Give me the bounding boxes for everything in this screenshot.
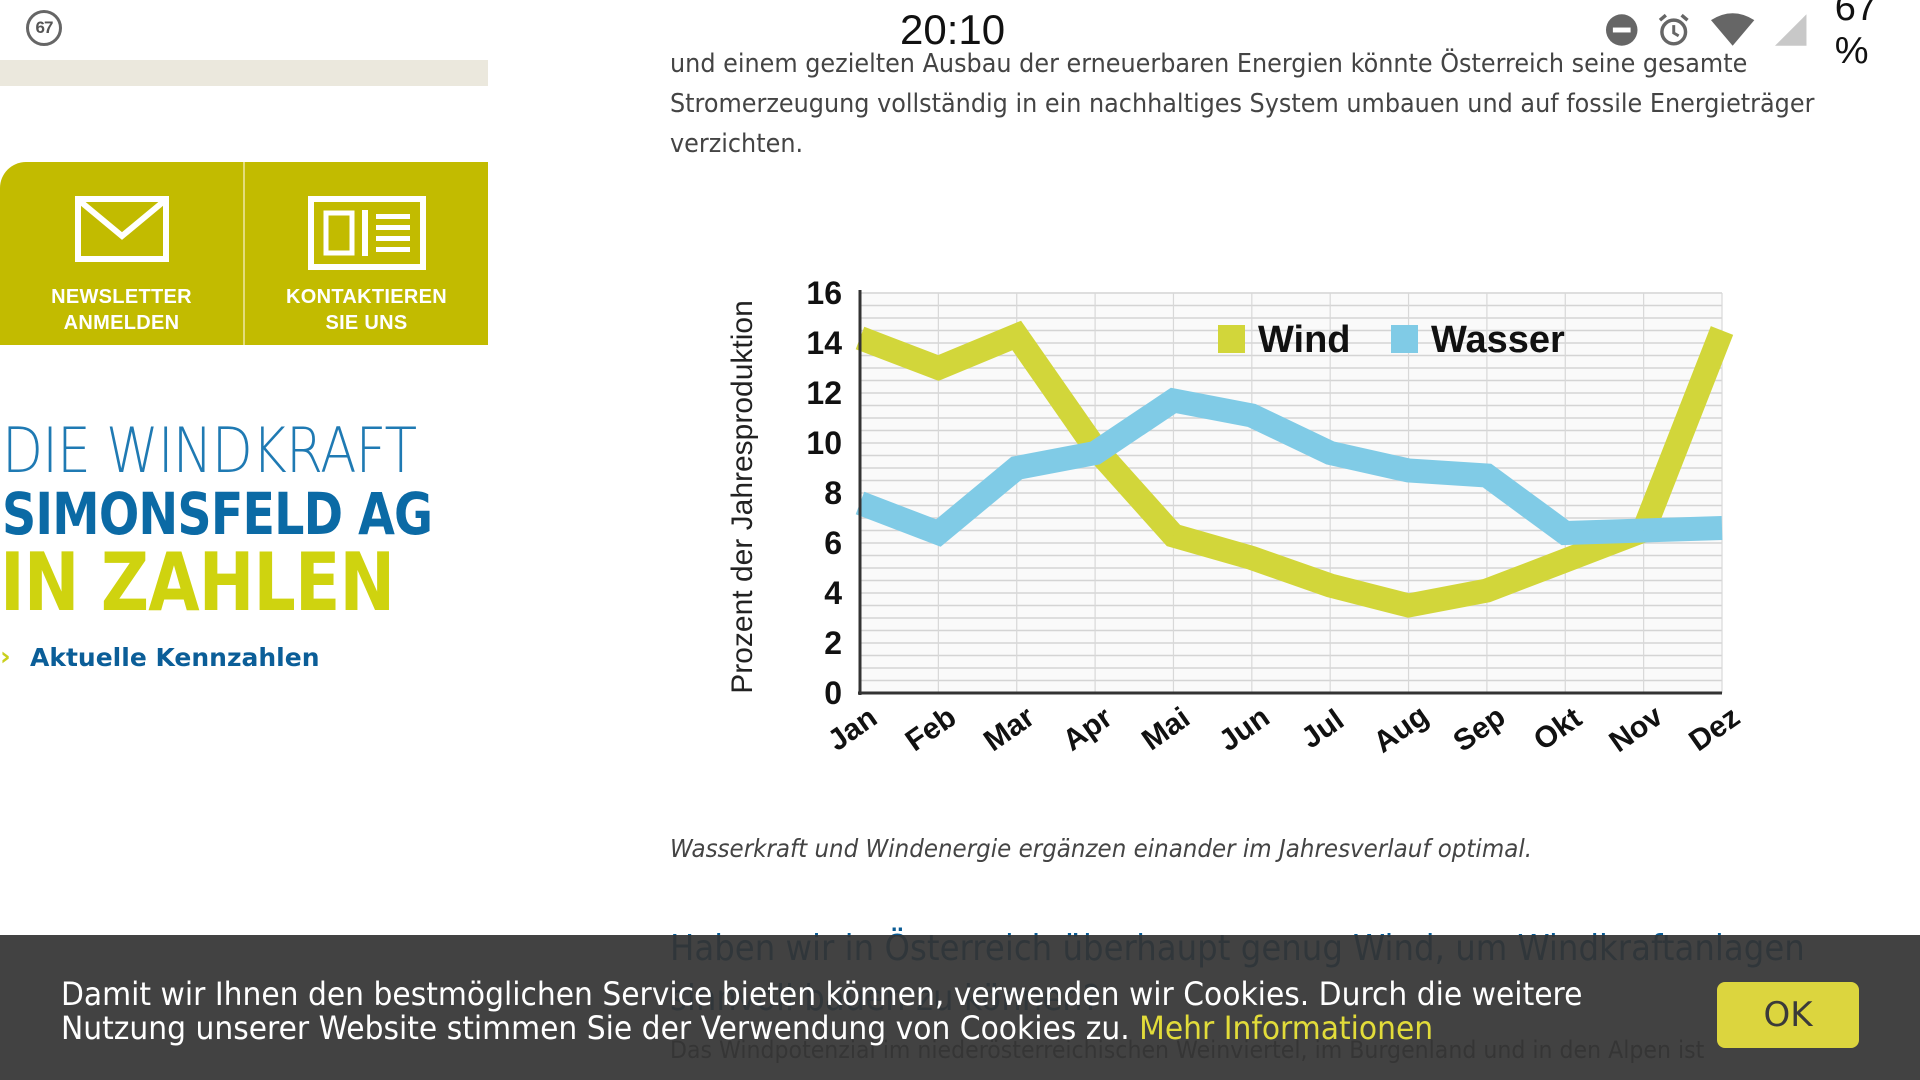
sidebar-top-bar [0,60,488,86]
notification-count-badge: 67 [26,10,62,46]
series-line-wasser [855,387,1723,547]
legend-swatch-wasser [1391,325,1418,353]
y-tick-labels: 0 2 4 6 8 10 12 14 16 [806,275,842,711]
cookie-message-line2: Nutzung unserer Website stimmen Sie der … [61,1009,1130,1047]
aktuelle-kennzahlen-link[interactable]: › Aktuelle Kennzahlen [0,642,320,672]
y-tick-label: 16 [806,275,842,311]
clock: 20:10 [900,6,1006,53]
alarm-icon [1659,13,1690,46]
article-paragraph: und einem gezielten Ausbau der erneuerba… [670,44,1870,164]
x-tick-label: Mai [1136,701,1196,757]
envelope-icon [74,196,169,262]
contact-label-line2: SIE UNS [325,312,408,334]
y-tick-label: 8 [824,475,842,511]
legend-label-wasser: Wasser [1431,319,1565,361]
contact-button[interactable]: KONTAKTIEREN SIE UNS [243,162,488,345]
status-bar: 67 20:10 67 % [0,0,1920,72]
cell-signal-icon [1775,14,1807,46]
cookie-message: Damit wir Ihnen den bestmöglichen Servic… [61,977,1582,1045]
chart-caption: Wasserkraft und Windenergie ergänzen ein… [670,834,1533,863]
y-tick-label: 10 [806,425,842,461]
contact-label-line1: KONTAKTIEREN [285,286,447,308]
cookie-ok-button[interactable]: OK [1717,982,1859,1048]
do-not-disturb-icon [1605,14,1638,46]
paragraph-line: Stromerzeugung vollständig in ein nachha… [670,89,1815,119]
contact-card-icon [307,196,426,270]
newsletter-label-line1: NEWSLETTER [51,286,192,308]
chart-series [855,320,1734,618]
more-info-link[interactable]: Mehr Informationen [1139,1009,1434,1047]
y-tick-label: 4 [824,575,842,611]
legend-swatch-wind [1218,325,1245,353]
chevron-right-icon: › [0,642,11,672]
logo-line-3: IN ZAHLEN [0,536,395,629]
x-tick-label: Okt [1528,701,1588,757]
aktuelle-kennzahlen-label: Aktuelle Kennzahlen [30,642,320,672]
x-tick-label: Nov [1604,699,1670,759]
y-axis-label: Prozent der Jahresproduktion [726,300,759,694]
x-tick-label: Feb [900,700,963,758]
cookie-message-line1: Damit wir Ihnen den bestmöglichen Servic… [61,975,1583,1013]
y-tick-label: 12 [806,375,842,411]
newsletter-button[interactable]: NEWSLETTER ANMELDEN [0,162,243,345]
y-tick-label: 6 [824,525,842,561]
chart-legend: Wind Wasser [1218,319,1565,361]
x-tick-label: Jul [1296,703,1350,755]
y-tick-label: 2 [824,625,842,661]
wifi-icon [1710,13,1755,46]
x-tick-labels: Jan Feb Mar Apr Mai Jun Jul Aug Sep Okt Nov Dez [822,699,1746,759]
logo-line-1: DIE WINDKRAFT [2,414,417,487]
paragraph-line: und einem gezielten Ausbau der erneuerba… [670,49,1748,79]
x-tick-label: Dez [1683,700,1746,758]
y-tick-label: 0 [824,675,842,711]
x-tick-label: Sep [1447,700,1511,759]
logo-line-2: SIMONSFELD AG [2,480,433,548]
x-tick-label: Jun [1213,700,1276,758]
newsletter-label-line2: ANMELDEN [63,312,180,334]
y-tick-label: 14 [806,325,842,361]
paragraph-line: verzichten. [670,129,804,159]
x-tick-label: Apr [1057,701,1119,758]
battery-level: 67 % [1834,0,1877,72]
series-line-wind [855,320,1734,618]
cookie-banner: Damit wir Ihnen den bestmöglichen Servic… [0,935,1920,1080]
legend-label-wind: Wind [1258,319,1351,361]
cta-box: NEWSLETTER ANMELDEN KONTAKTIEREN SIE UNS [0,162,488,345]
x-tick-label: Mar [978,700,1041,758]
x-tick-label: Aug [1368,699,1435,759]
